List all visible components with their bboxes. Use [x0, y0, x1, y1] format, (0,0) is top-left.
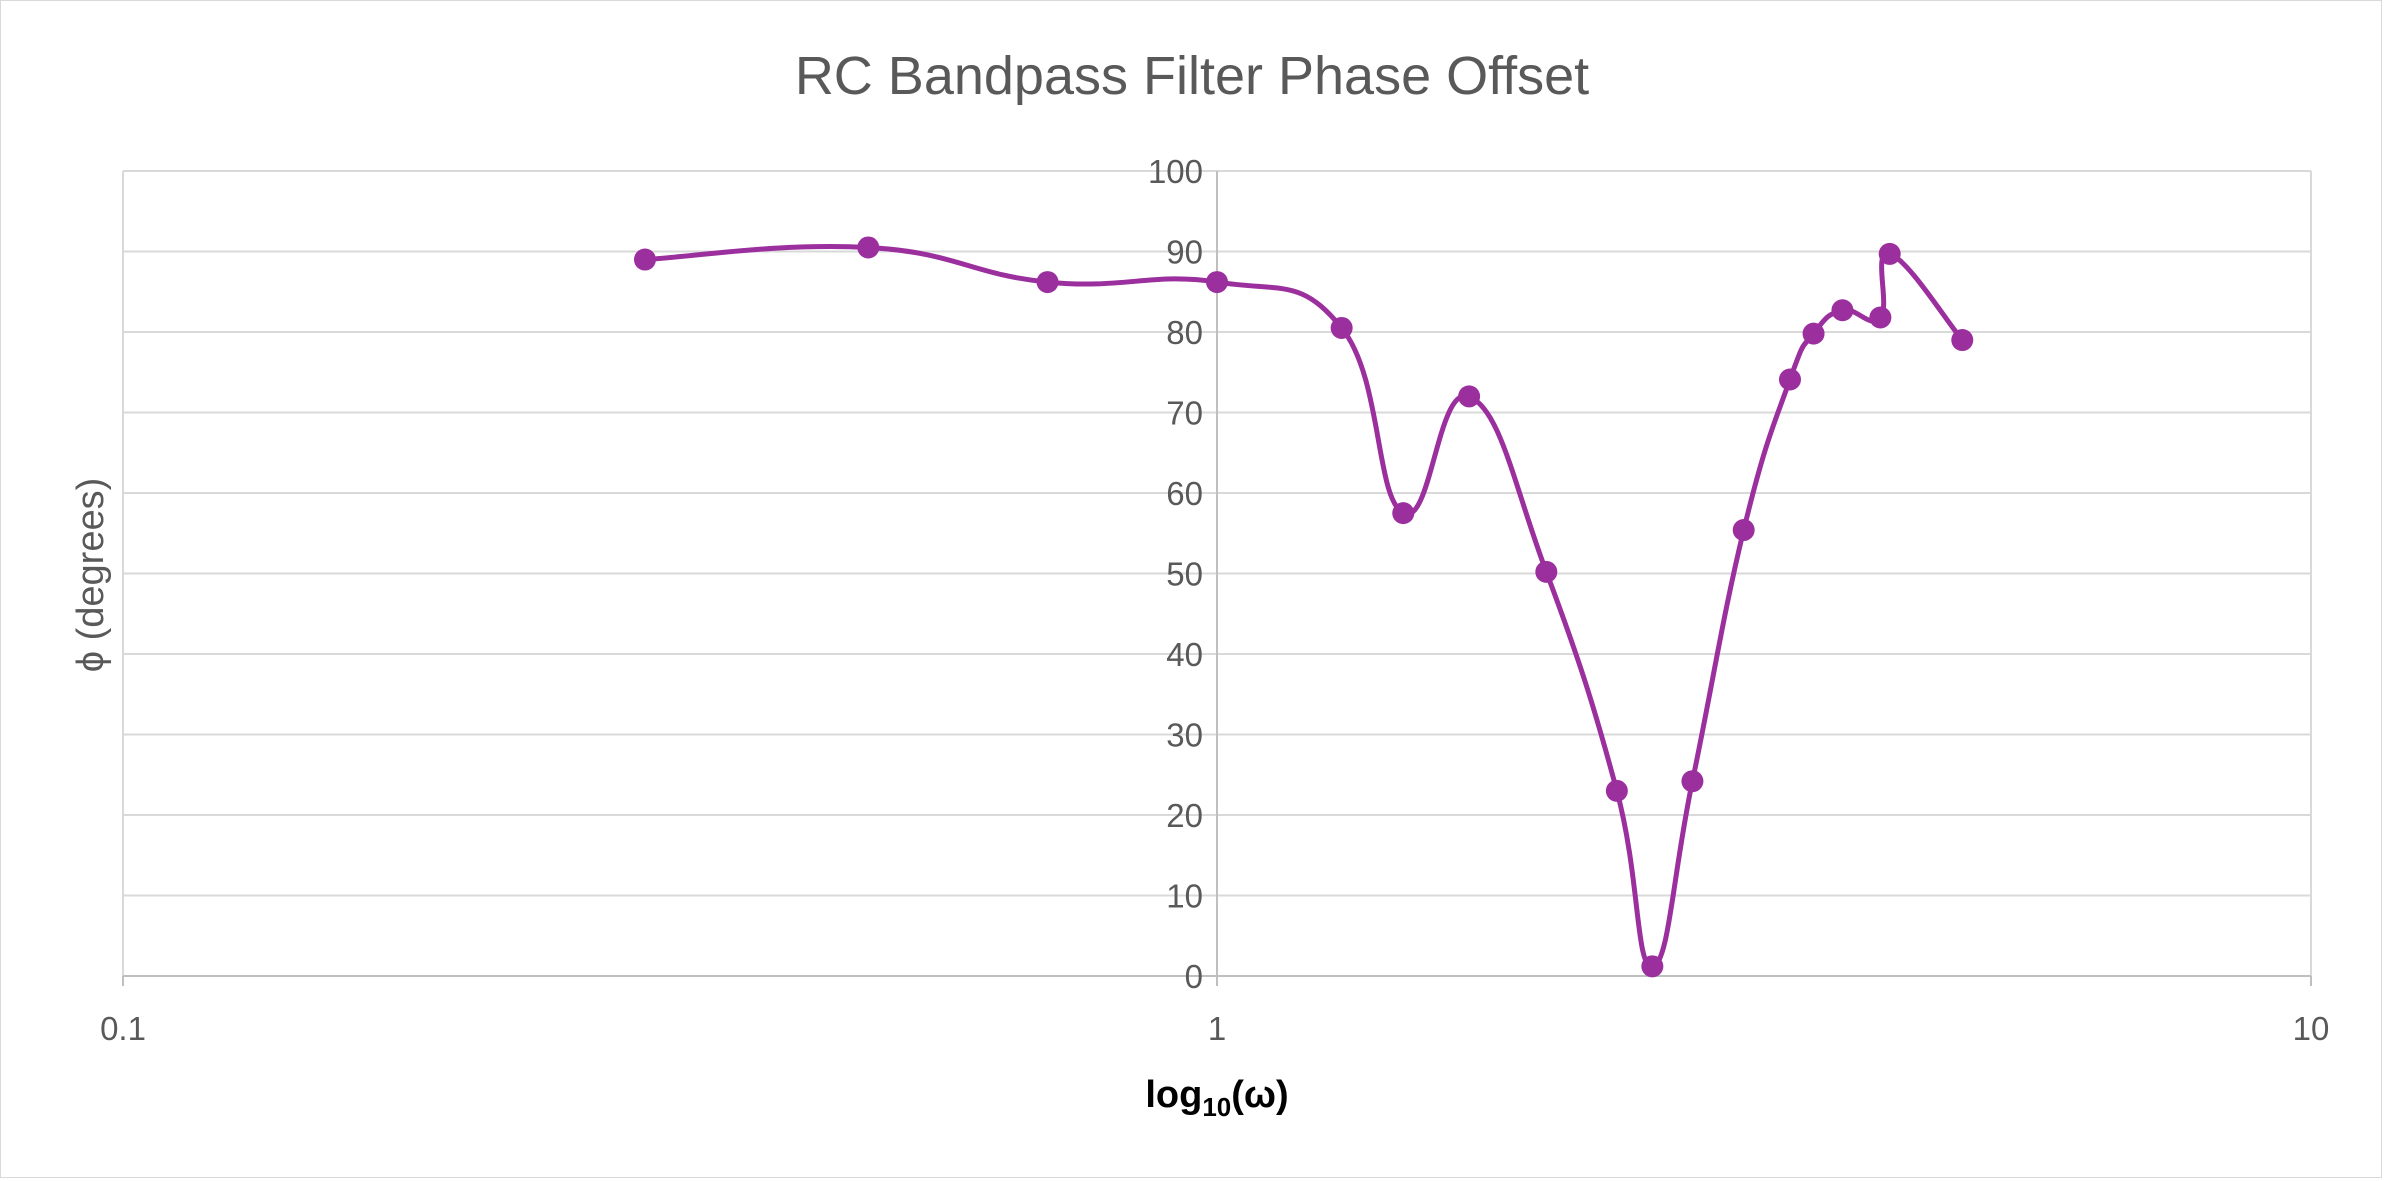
- x-axis-label-base: log: [1145, 1074, 1202, 1116]
- x-axis-label-subscript: 10: [1202, 1092, 1231, 1122]
- data-point-0: [633, 248, 656, 271]
- chart-title: RC Bandpass Filter Phase Offset: [795, 46, 1589, 106]
- axes: [122, 171, 2312, 986]
- y-tick-label-40: 40: [1166, 636, 1203, 673]
- y-tick-label-50: 50: [1166, 556, 1203, 593]
- data-point-13: [1802, 322, 1825, 345]
- data-point-4: [1330, 316, 1353, 339]
- data-point-11: [1732, 519, 1755, 542]
- data-point-17: [1951, 329, 1974, 352]
- plot-area: [633, 236, 1974, 978]
- data-point-10: [1681, 770, 1704, 793]
- y-tick-labels: 0 10 20 30 40 50 60 70 80 90 100: [1148, 153, 1203, 995]
- x-tick-label-1: 1: [1208, 1010, 1226, 1047]
- series-line-0: [642, 243, 1965, 969]
- data-point-1: [857, 236, 880, 259]
- data-point-3: [1206, 271, 1228, 294]
- data-point-7: [1535, 560, 1558, 583]
- data-point-2: [1036, 271, 1059, 294]
- y-tick-label-10: 10: [1166, 878, 1203, 915]
- x-axis-label-rest: (ω): [1231, 1074, 1288, 1116]
- y-tick-label-100: 100: [1148, 153, 1203, 190]
- x-tick-labels: 0.1 1 10: [100, 1010, 2329, 1047]
- x-tick-label-10: 10: [2293, 1010, 2330, 1047]
- data-point-5: [1392, 502, 1415, 525]
- y-tick-label-70: 70: [1166, 395, 1203, 432]
- y-tick-label-90: 90: [1166, 234, 1203, 271]
- data-point-16: [1878, 242, 1901, 265]
- data-point-15: [1869, 306, 1892, 329]
- data-point-6: [1458, 385, 1481, 408]
- data-point-12: [1778, 368, 1801, 391]
- x-tick-label-0.1: 0.1: [100, 1010, 146, 1047]
- data-point-9: [1641, 955, 1664, 978]
- x-axis-label: log10(ω): [1145, 1074, 1288, 1122]
- data-point-14: [1831, 299, 1854, 322]
- y-tick-label-20: 20: [1166, 797, 1203, 834]
- y-axis-label: ϕ (degrees): [70, 478, 112, 672]
- data-point-8: [1605, 779, 1628, 802]
- y-tick-label-0: 0: [1185, 958, 1203, 995]
- y-tick-label-80: 80: [1166, 314, 1203, 351]
- y-tick-label-60: 60: [1166, 475, 1203, 512]
- y-tick-label-30: 30: [1166, 717, 1203, 754]
